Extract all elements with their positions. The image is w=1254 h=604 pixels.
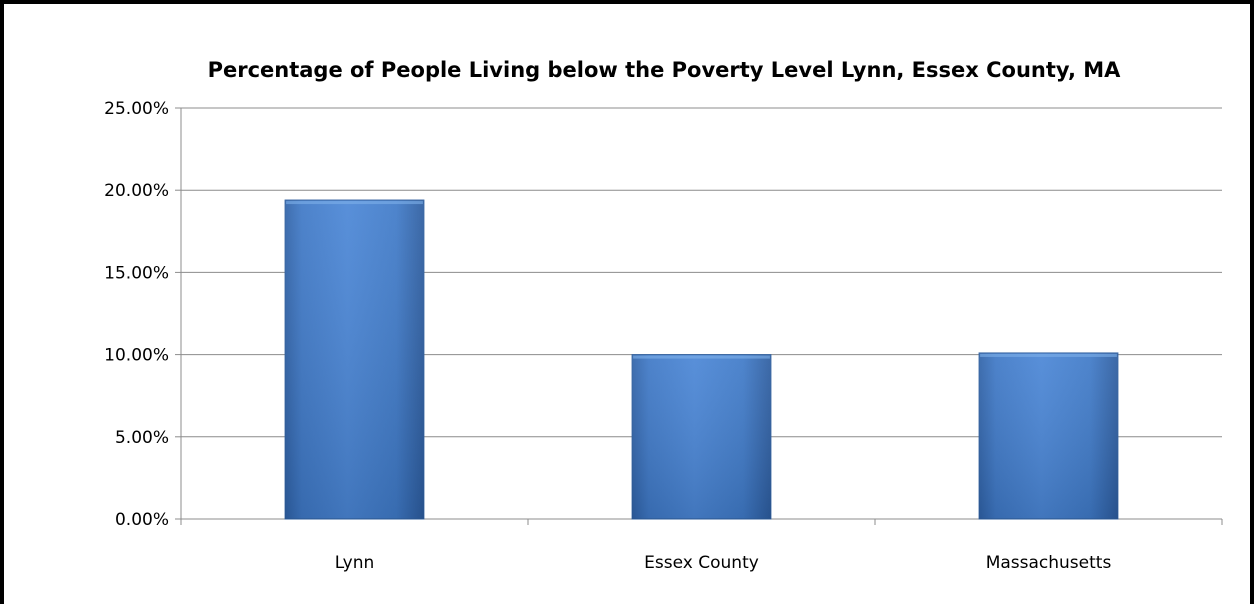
y-tick-label: 15.00%	[104, 263, 169, 283]
x-tick-label: Lynn	[335, 553, 375, 573]
bars	[284, 199, 1119, 520]
bar	[978, 352, 1119, 520]
bar	[631, 354, 772, 520]
y-tick-label: 10.00%	[104, 346, 169, 366]
y-tick-label: 0.00%	[115, 510, 169, 530]
bar-highlight	[286, 201, 423, 205]
bar	[284, 199, 425, 520]
bar-shade	[632, 354, 771, 519]
y-tick-label: 5.00%	[115, 428, 169, 448]
x-axis: Lynn Essex County Massachusetts	[180, 518, 1223, 573]
y-axis: 0.00% 5.00% 10.00% 15.00% 20.00% 25.00%	[104, 99, 182, 530]
bar-shade	[979, 352, 1118, 519]
chart-title: Percentage of People Living below the Po…	[208, 58, 1122, 82]
y-tick-label: 20.00%	[104, 181, 169, 201]
bar-highlight	[980, 353, 1117, 357]
y-tick-label: 25.00%	[104, 99, 169, 119]
x-tick-label: Massachusetts	[986, 553, 1112, 573]
bar-highlight	[633, 355, 770, 359]
x-tick-label: Essex County	[644, 553, 759, 573]
bar-shade	[285, 200, 424, 519]
